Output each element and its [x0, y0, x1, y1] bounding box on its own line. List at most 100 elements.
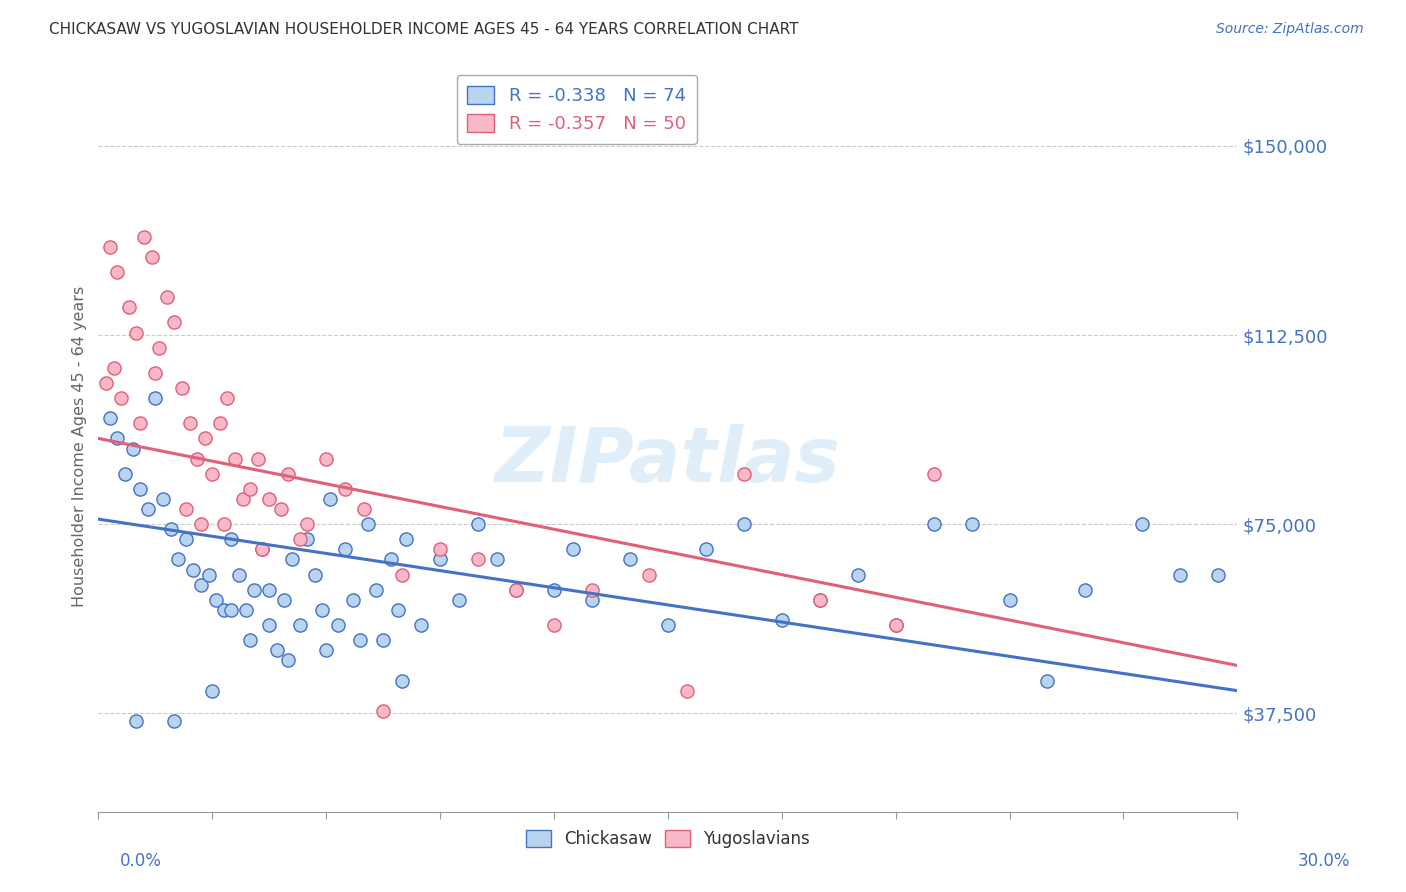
Point	[342, 592, 364, 607]
Point	[107, 265, 129, 279]
Point	[277, 653, 299, 667]
Point	[141, 250, 163, 264]
Point	[1036, 673, 1059, 688]
Point	[148, 341, 170, 355]
Point	[486, 552, 509, 566]
Point	[174, 533, 197, 547]
Point	[543, 582, 565, 597]
Point	[581, 582, 603, 597]
Point	[371, 633, 394, 648]
Point	[103, 360, 125, 375]
Point	[638, 567, 661, 582]
Point	[125, 714, 148, 728]
Point	[228, 567, 250, 582]
Point	[145, 366, 167, 380]
Point	[224, 451, 246, 466]
Point	[156, 290, 179, 304]
Point	[387, 603, 409, 617]
Point	[221, 533, 243, 547]
Point	[1132, 517, 1154, 532]
Point	[315, 451, 337, 466]
Point	[250, 542, 273, 557]
Point	[174, 502, 197, 516]
Point	[132, 229, 155, 244]
Point	[145, 391, 167, 405]
Point	[163, 714, 186, 728]
Point	[259, 491, 281, 506]
Point	[246, 451, 269, 466]
Point	[884, 618, 907, 632]
Point	[239, 633, 262, 648]
Point	[411, 618, 433, 632]
Point	[125, 326, 148, 340]
Point	[467, 552, 489, 566]
Point	[391, 567, 413, 582]
Point	[118, 300, 141, 314]
Point	[922, 467, 945, 481]
Point	[395, 533, 418, 547]
Point	[371, 704, 394, 718]
Point	[884, 618, 907, 632]
Point	[208, 417, 231, 431]
Point	[315, 643, 337, 657]
Point	[297, 517, 319, 532]
Point	[250, 542, 273, 557]
Point	[98, 240, 121, 254]
Text: CHICKASAW VS YUGOSLAVIAN HOUSEHOLDER INCOME AGES 45 - 64 YEARS CORRELATION CHART: CHICKASAW VS YUGOSLAVIAN HOUSEHOLDER INC…	[49, 22, 799, 37]
Point	[335, 482, 357, 496]
Point	[733, 517, 755, 532]
Point	[543, 618, 565, 632]
Point	[922, 517, 945, 532]
Point	[277, 467, 299, 481]
Point	[695, 542, 717, 557]
Point	[235, 603, 257, 617]
Point	[353, 502, 375, 516]
Point	[429, 542, 451, 557]
Point	[1170, 567, 1192, 582]
Point	[170, 381, 193, 395]
Point	[357, 517, 380, 532]
Point	[129, 482, 152, 496]
Point	[183, 563, 205, 577]
Point	[281, 552, 304, 566]
Point	[114, 467, 136, 481]
Point	[121, 442, 143, 456]
Point	[136, 502, 159, 516]
Text: ZIPatlas: ZIPatlas	[495, 424, 841, 498]
Point	[1208, 567, 1230, 582]
Point	[270, 502, 292, 516]
Point	[98, 411, 121, 425]
Point	[221, 603, 243, 617]
Point	[447, 592, 470, 607]
Point	[808, 592, 831, 607]
Point	[259, 618, 281, 632]
Point	[259, 582, 281, 597]
Point	[562, 542, 585, 557]
Point	[619, 552, 641, 566]
Point	[186, 451, 208, 466]
Point	[152, 491, 174, 506]
Point	[201, 467, 224, 481]
Point	[349, 633, 371, 648]
Point	[197, 567, 219, 582]
Point	[960, 517, 983, 532]
Point	[217, 391, 239, 405]
Point	[676, 683, 699, 698]
Point	[194, 432, 217, 446]
Text: 0.0%: 0.0%	[120, 852, 162, 870]
Point	[581, 592, 603, 607]
Point	[167, 552, 190, 566]
Point	[190, 578, 212, 592]
Point	[212, 517, 235, 532]
Point	[107, 432, 129, 446]
Point	[467, 517, 489, 532]
Point	[266, 643, 288, 657]
Point	[505, 582, 527, 597]
Point	[288, 618, 311, 632]
Point	[205, 592, 228, 607]
Point	[429, 552, 451, 566]
Legend: Chickasaw, Yugoslavians: Chickasaw, Yugoslavians	[519, 823, 817, 855]
Text: Source: ZipAtlas.com: Source: ZipAtlas.com	[1216, 22, 1364, 37]
Point	[163, 315, 186, 329]
Point	[304, 567, 326, 582]
